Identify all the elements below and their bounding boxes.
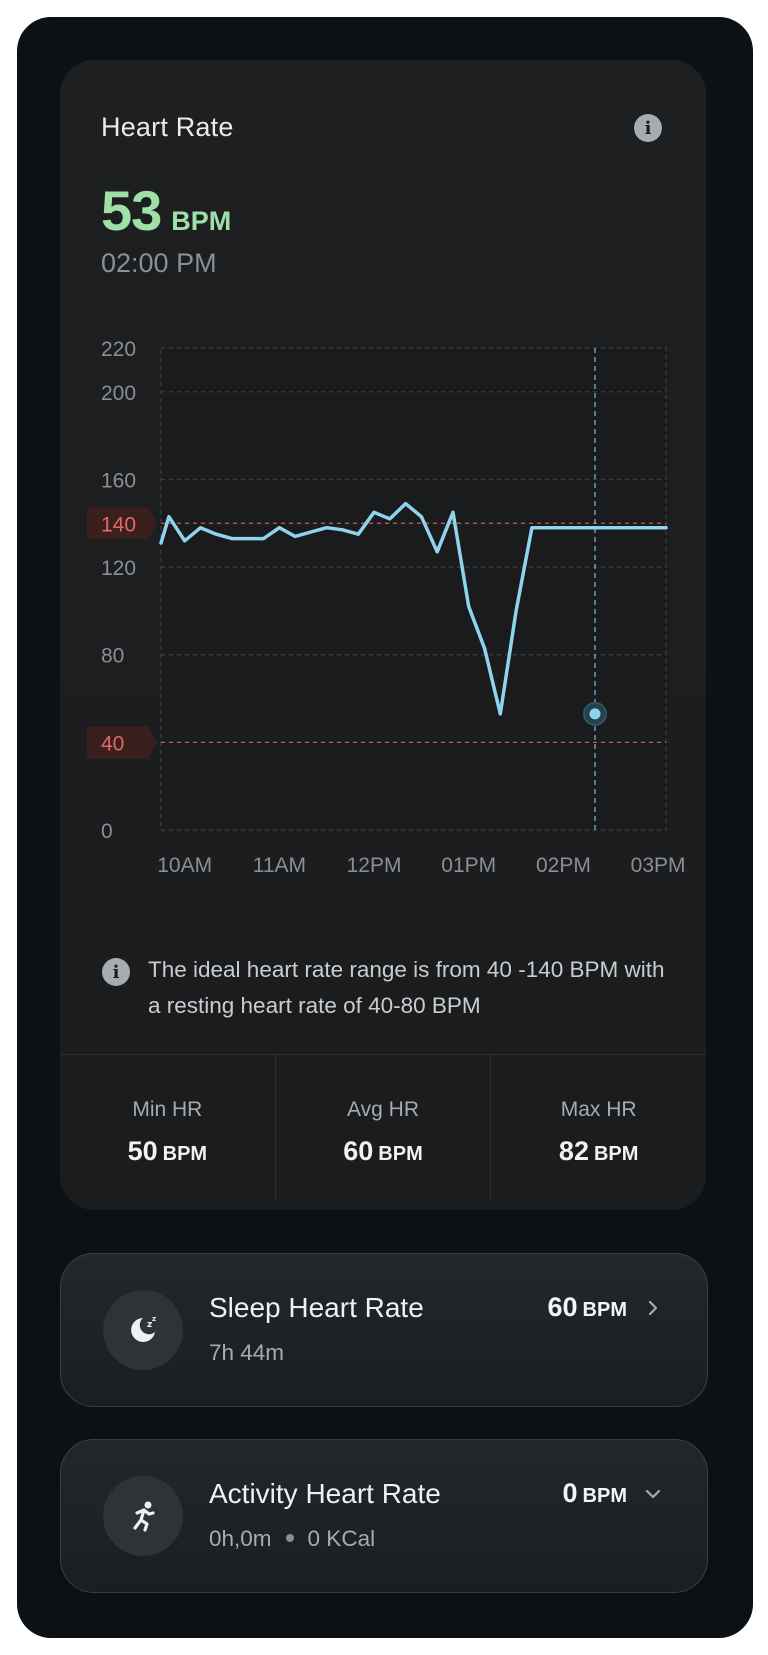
chevron-right-icon[interactable]: [643, 1298, 663, 1318]
separator-dot: [285, 1534, 294, 1543]
chevron-down-icon[interactable]: [643, 1484, 663, 1504]
stat-max: Max HR 82 BPM: [490, 1055, 706, 1200]
moon-sleep-icon: z z: [103, 1290, 183, 1370]
stat-unit: BPM: [162, 1143, 208, 1165]
stat-label: Min HR: [132, 1098, 203, 1121]
card-title: Heart Rate: [101, 112, 234, 142]
divider: [60, 1054, 706, 1055]
sleep-duration: 7h 44m: [209, 1340, 285, 1365]
x-tick-label: 10AM: [157, 854, 212, 877]
stat-label: Max HR: [560, 1098, 637, 1121]
threshold-badge: [87, 507, 157, 540]
activity-calories: 0 KCal: [307, 1526, 376, 1551]
info-icon[interactable]: i: [634, 114, 662, 142]
activity-number: 0: [562, 1478, 578, 1508]
y-tick-label: 160: [101, 469, 136, 492]
y-tick-label: 220: [101, 338, 136, 361]
stat-label: Avg HR: [347, 1098, 419, 1121]
x-tick-label: 12PM: [347, 854, 402, 877]
stat-value: 60 BPM: [276, 1136, 491, 1167]
svg-text:z: z: [147, 1320, 152, 1330]
stat-number: 82: [558, 1136, 589, 1166]
threshold-label: 140: [101, 513, 136, 536]
sleep-number: 60: [547, 1292, 578, 1322]
activity-title: Activity Heart Rate: [209, 1478, 441, 1509]
sleep-value: 60 BPM: [548, 1292, 628, 1323]
stat-number: 60: [343, 1136, 374, 1166]
current-unit: BPM: [171, 206, 232, 236]
threshold-label: 40: [101, 732, 124, 755]
info-icon: i: [102, 958, 130, 986]
x-tick-label: 03PM: [631, 854, 686, 877]
heart-rate-series-line: [159, 501, 668, 716]
activity-unit: BPM: [582, 1485, 627, 1507]
plot-area: [161, 348, 666, 830]
sleep-heart-rate-card[interactable]: z z Sleep Heart Rate 7h 44m 60 BPM: [60, 1253, 708, 1407]
svg-text:z: z: [152, 1315, 156, 1323]
ideal-range-note: The ideal heart rate range is from 40 -1…: [148, 957, 665, 1018]
threshold-badge: [87, 726, 157, 759]
y-tick-label: 80: [101, 645, 124, 668]
current-value: 53: [101, 179, 162, 242]
stat-unit: BPM: [378, 1143, 423, 1165]
current-time: 02:00 PM: [101, 248, 217, 278]
heart-rate-chart[interactable]: 220 200 160 120 80 0 140 40 10AM 11AM 12PM 01PM 02PM…: [0, 0, 768, 900]
x-tick-label: 01PM: [441, 854, 496, 877]
activity-value: 0 BPM: [563, 1478, 627, 1509]
highlight-point[interactable]: [589, 708, 601, 720]
activity-summary: 0h,0m 0 KCal: [209, 1526, 375, 1552]
stat-value: 50 BPM: [60, 1136, 275, 1167]
stat-avg: Avg HR 60 BPM: [274, 1055, 491, 1200]
x-tick-label: 11AM: [253, 854, 306, 877]
sleep-unit: BPM: [582, 1299, 627, 1321]
y-tick-label: 120: [101, 557, 136, 580]
y-tick-label: 200: [101, 382, 136, 405]
x-tick-label: 02PM: [536, 854, 591, 877]
running-icon: [103, 1476, 183, 1556]
stat-value: 82 BPM: [491, 1136, 706, 1167]
activity-duration: 0h,0m: [209, 1526, 272, 1551]
current-reading: 53 BPM: [101, 178, 231, 243]
plot-frame: [160, 347, 667, 831]
sleep-title: Sleep Heart Rate: [209, 1292, 424, 1323]
y-tick-label: 0: [101, 820, 113, 843]
stat-unit: BPM: [593, 1143, 639, 1165]
stat-min: Min HR 50 BPM: [60, 1055, 275, 1200]
stat-number: 50: [127, 1136, 158, 1166]
activity-heart-rate-card[interactable]: Activity Heart Rate 0h,0m 0 KCal 0 BPM: [60, 1439, 708, 1593]
stats-row: Min HR 50 BPM Avg HR 60 BPM Max HR 82 BPM: [60, 1055, 706, 1200]
